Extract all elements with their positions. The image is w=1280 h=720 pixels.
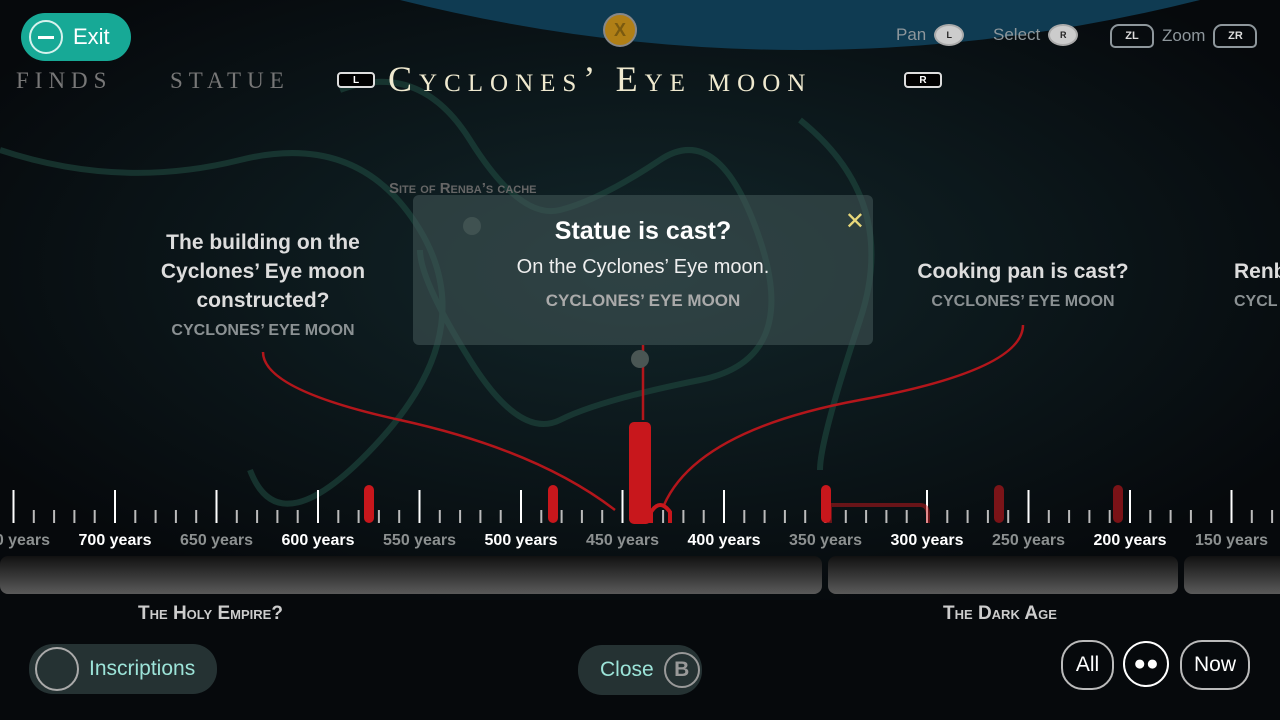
- close-button[interactable]: Close B: [578, 645, 702, 695]
- x-button[interactable]: X: [603, 13, 637, 47]
- timeline-label: 350 years: [789, 532, 862, 549]
- era-band: [1184, 556, 1280, 594]
- tab-statue[interactable]: STATUE: [170, 68, 290, 93]
- event-card[interactable]: Cooking pan is cast? CYCLONES’ EYE MOON: [917, 260, 1129, 310]
- zoom-hint: ZL Zoom ZR: [1110, 24, 1258, 48]
- timeline-label: 550 years: [383, 532, 456, 549]
- page-title: Cyclones’ Eye moon: [388, 59, 813, 99]
- dpad-icon: [35, 647, 79, 691]
- zr-button-icon: ZR: [1213, 24, 1258, 48]
- event-marker[interactable]: [629, 422, 651, 524]
- now-button[interactable]: Now: [1180, 640, 1250, 690]
- event-marker[interactable]: [1113, 485, 1123, 523]
- select-hint: Select R: [993, 24, 1079, 46]
- all-button[interactable]: All: [1061, 640, 1114, 690]
- era-band: [0, 556, 822, 594]
- tab-finds[interactable]: FINDS: [16, 68, 113, 93]
- event-marker[interactable]: [548, 485, 558, 523]
- timeline-label: 750 years: [0, 532, 50, 549]
- timeline-label: 400 years: [687, 532, 761, 549]
- event-marker[interactable]: [994, 485, 1004, 523]
- minus-icon: [29, 20, 63, 54]
- exit-button[interactable]: Exit: [21, 13, 131, 61]
- event-marker[interactable]: [649, 503, 672, 523]
- event-span-marker[interactable]: [828, 503, 930, 523]
- event-card[interactable]: The building on the Cyclones’ Eye moon c…: [160, 231, 366, 339]
- timeline-label: 600 years: [281, 532, 355, 549]
- event-connector: [662, 324, 1025, 506]
- r-button-icon[interactable]: R: [904, 72, 942, 88]
- pan-hint: Pan L: [896, 24, 965, 46]
- timeline-label: 450 years: [586, 532, 659, 549]
- event-marker[interactable]: [364, 485, 374, 523]
- era-band: [828, 556, 1178, 594]
- l-button-icon[interactable]: L: [337, 72, 375, 88]
- map-site-label: Site of Renba’s cache: [389, 180, 537, 197]
- event-connector: [261, 351, 616, 511]
- era-label: The Holy Empire?: [138, 603, 283, 624]
- timeline-label: 700 years: [78, 532, 152, 549]
- zl-button-icon: ZL: [1110, 24, 1154, 48]
- timeline-label: 500 years: [484, 532, 558, 549]
- timeline-label: 300 years: [890, 532, 964, 549]
- timeline-label: 200 years: [1093, 532, 1167, 549]
- map-site-marker[interactable]: [631, 350, 649, 368]
- dpad-icon[interactable]: ●●: [1123, 641, 1169, 687]
- close-icon[interactable]: ✕: [844, 208, 865, 235]
- timeline-label: 650 years: [180, 532, 253, 549]
- timeline-label: 250 years: [992, 532, 1065, 549]
- left-stick-icon: L: [934, 24, 965, 46]
- event-card[interactable]: RenbCYCL: [1234, 260, 1280, 310]
- timeline-label: 150 years: [1195, 532, 1268, 549]
- event-popup: ✕ Statue is cast? On the Cyclones’ Eye m…: [413, 195, 873, 345]
- b-button-icon: B: [663, 652, 700, 688]
- era-label: The Dark Age: [943, 603, 1057, 624]
- right-stick-icon: R: [1048, 24, 1079, 46]
- inscriptions-button[interactable]: Inscriptions: [29, 644, 217, 694]
